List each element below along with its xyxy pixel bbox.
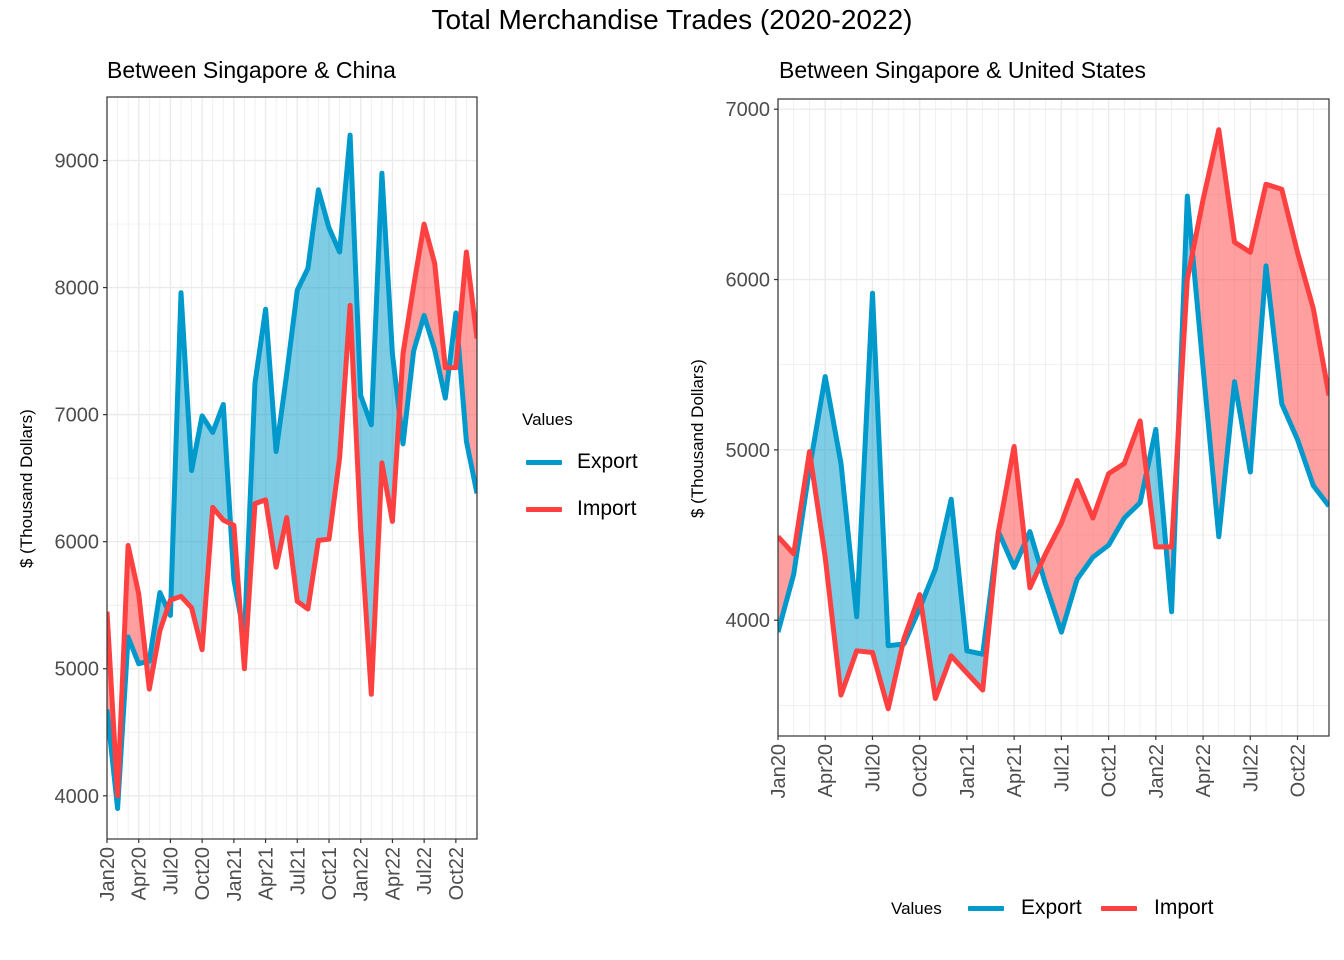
x-tick-label: Jul21: [287, 847, 309, 895]
x-tick-label: Apr21: [1004, 744, 1026, 797]
legend-title-bottom: Values: [891, 899, 942, 918]
plot-area-china: [107, 132, 477, 811]
x-tick-label: Jan22: [351, 847, 373, 902]
ribbon-export-higher: [371, 173, 382, 695]
ribbon-export-higher: [297, 268, 308, 610]
legend-label-export: Export: [577, 450, 638, 473]
ribbon-import-higher: [1297, 252, 1314, 486]
y-axis-label-china: $ (Thousand Dollars): [17, 409, 36, 568]
y-tick-label: 9000: [55, 151, 100, 173]
legend-title-right: Values: [522, 410, 573, 429]
panel-border-china: [106, 96, 478, 840]
ribbon-export-higher: [825, 376, 841, 696]
plot-area-us: [778, 127, 1329, 712]
y-tick-label: 5000: [55, 659, 100, 681]
ribbon-import-higher: [1124, 420, 1141, 518]
plot-panel-us: 4000 5000 6000 7000 Jan20 Apr20 Jul20 Oct20 Jan2…: [726, 98, 1330, 799]
y-tick-label: 7000: [55, 405, 100, 427]
ribbon-export-higher: [810, 376, 826, 558]
x-tick-label: Jan22: [1146, 744, 1168, 799]
x-tick-label: Oct20: [192, 847, 214, 900]
legend-key-export-bottom: [968, 906, 1004, 911]
ribbon-import-higher: [466, 252, 477, 494]
ribbon-export-higher: [966, 650, 983, 691]
ribbon-export-higher: [307, 189, 319, 610]
x-tick-label: Apr22: [382, 847, 404, 900]
legend-label-import-bottom: Import: [1154, 896, 1214, 919]
x-tick-label: Jul20: [160, 847, 182, 895]
ribbon-export-higher: [212, 404, 224, 521]
ribbon-import-higher: [1108, 463, 1125, 546]
series-line-import: [107, 221, 477, 799]
panel-title-us: Between Singapore & United States: [779, 57, 1146, 83]
x-tick-label: Jul22: [1240, 744, 1262, 792]
y-tick-label: 6000: [726, 270, 771, 292]
y-tick-label: 7000: [726, 99, 771, 121]
x-tick-label: Oct21: [1099, 744, 1121, 797]
ribbon-export-higher: [318, 189, 329, 541]
x-tick-label: Oct22: [1288, 744, 1310, 797]
x-tick-label: Oct22: [446, 847, 468, 900]
ribbon-export-higher: [255, 309, 266, 504]
series-line-import: [778, 127, 1329, 712]
ribbon-import-higher: [1077, 480, 1093, 580]
x-tick-label: Jan20: [768, 744, 790, 799]
y-tick-label: 4000: [726, 610, 771, 632]
ribbon-import-higher: [1313, 308, 1329, 507]
x-tick-label: Oct21: [319, 847, 341, 900]
panel-border-us: [777, 98, 1330, 737]
legend-key-export: [526, 460, 562, 465]
x-tick-label: Apr22: [1193, 744, 1215, 797]
ribbon-export-higher: [935, 499, 952, 699]
ribbon-import-higher: [1234, 242, 1251, 473]
ribbon-export-higher: [191, 415, 203, 650]
plot-panel-china: 4000 5000 6000 7000 8000 9000 Jan20 Apr20 Jul20 O…: [55, 96, 478, 902]
x-tick-label: Jul21: [1051, 744, 1073, 792]
y-tick-label: 6000: [55, 532, 100, 554]
chart-title: Total Merchandise Trades (2020-2022): [431, 4, 913, 35]
panel-title-china: Between Singapore & China: [107, 57, 396, 83]
y-axis-label-us: $ (Thousand Dollars): [688, 359, 707, 518]
x-tick-label: Apr20: [815, 744, 837, 797]
x-tick-label: Jan21: [957, 744, 979, 799]
ribbon-import-higher: [1281, 189, 1298, 440]
legend-label-import: Import: [577, 497, 637, 520]
x-tick-label: Oct20: [910, 744, 932, 797]
ribbon-import-higher: [128, 545, 139, 664]
x-tick-label: Jul20: [862, 744, 884, 792]
legend-label-export-bottom: Export: [1021, 896, 1082, 919]
y-tick-label: 5000: [726, 440, 771, 462]
x-tick-label: Jan21: [224, 847, 246, 902]
ribbon-import-higher: [1203, 129, 1219, 537]
x-tick-label: Jul22: [414, 847, 436, 895]
legend-key-import: [526, 507, 562, 512]
y-tick-label: 8000: [55, 278, 100, 300]
x-tick-label: Apr20: [129, 847, 151, 900]
ribbon-import-higher: [1092, 473, 1109, 558]
legend-key-import-bottom: [1101, 906, 1137, 911]
x-tick-label: Jan20: [97, 847, 119, 902]
x-tick-label: Apr21: [256, 847, 278, 900]
y-tick-label: 4000: [55, 786, 100, 808]
ribbon-export-higher: [339, 135, 351, 458]
series-line-export: [778, 193, 1329, 657]
